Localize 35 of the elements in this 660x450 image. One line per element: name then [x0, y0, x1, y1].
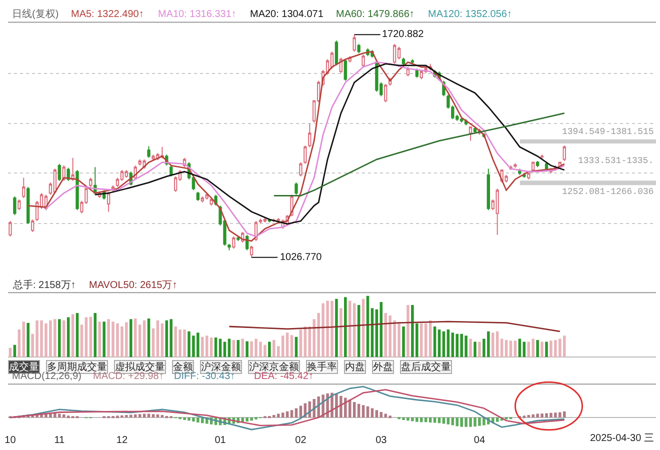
x-tick-label: 02 — [295, 435, 307, 446]
text: 虚拟成交量 — [115, 361, 165, 373]
x-tick-label: 04 — [474, 435, 486, 446]
text: MA120: 1352.056↑ — [428, 9, 512, 20]
x-tick-label: 12 — [116, 435, 128, 446]
x-tick-label: 01 — [214, 435, 226, 446]
text: DIFF: -30.43↑ — [174, 371, 236, 382]
text: MACD(12,26,9) — [12, 371, 82, 382]
x-tick-label: 03 — [376, 435, 388, 446]
x-tick-label: 11 — [54, 435, 66, 446]
band-label: 1252.081-1266.036 — [562, 187, 654, 197]
text: MA20: 1304.071 — [250, 9, 324, 20]
text: 1333.531-1335. — [578, 156, 654, 166]
text: 金额 — [173, 361, 193, 373]
text: MACD: +29.98↑ — [93, 371, 164, 382]
text: 盘后成交量 — [401, 361, 451, 373]
annotation: 1026.770 — [280, 252, 322, 263]
text: DEA: -45.42↑ — [254, 371, 314, 382]
x-tick-label: 10 — [4, 435, 16, 446]
text: 总手: 2158万↑ — [12, 279, 76, 291]
text: MA10: 1316.331↑ — [158, 9, 236, 20]
text: 沪深金额 — [201, 361, 241, 373]
text: 内盘 — [345, 361, 365, 373]
text: MA5: 1322.490↑ — [71, 9, 144, 20]
text: 多周期成交量 — [47, 361, 107, 373]
text: 日线(复权) — [12, 8, 59, 20]
text: MA60: 1479.866↑ — [336, 9, 414, 20]
text: 沪深京金额 — [249, 361, 299, 373]
text: 成交量 — [9, 361, 39, 373]
text: 换手率 — [307, 361, 337, 373]
text: 外盘 — [373, 361, 393, 373]
band-label: 1394.549-1381.515 — [562, 127, 654, 137]
text: 2025-04-30 三 — [590, 433, 654, 444]
text: MAVOL50: 2615万↑ — [89, 280, 178, 291]
annotation: 1720.882 — [382, 29, 424, 40]
